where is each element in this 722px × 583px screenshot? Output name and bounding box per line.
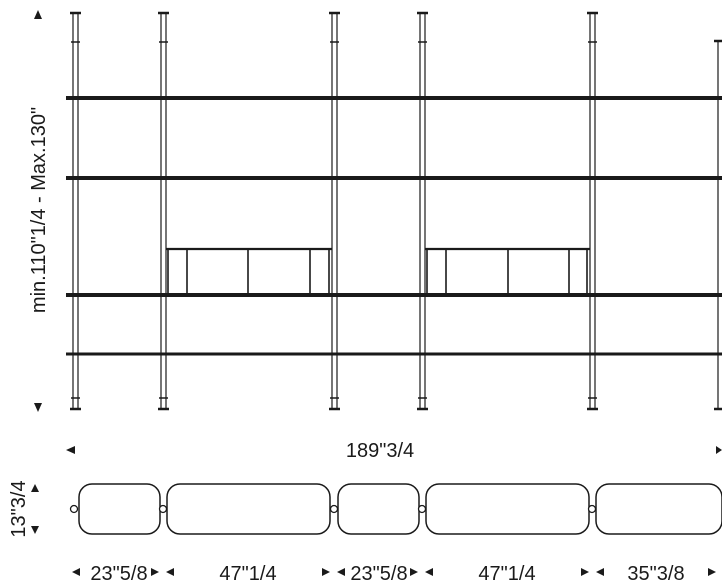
arrow-right-icon bbox=[708, 568, 716, 576]
drawer-unit bbox=[425, 247, 590, 295]
height-dimension: min.110"1/4 - Max.130" bbox=[28, 10, 50, 412]
height-dimension-label: min.110"1/4 - Max.130" bbox=[28, 107, 50, 313]
arrow-right-icon bbox=[410, 568, 418, 576]
arrow-down-icon bbox=[34, 403, 42, 412]
plan-bay bbox=[78, 483, 161, 535]
plan-bay bbox=[337, 483, 420, 535]
elevation-view bbox=[66, 11, 722, 411]
total-width-label: 189"3/4 bbox=[346, 440, 414, 462]
arrow-right-icon bbox=[151, 568, 159, 576]
pole bbox=[160, 12, 167, 410]
bay-width-label: 47"1/4 bbox=[219, 563, 276, 583]
pole bbox=[419, 12, 426, 410]
pole bbox=[72, 12, 79, 410]
plan-pole-circles bbox=[69, 504, 597, 514]
depth-dimension: 13"3/4 bbox=[8, 480, 39, 538]
plan-bay bbox=[425, 483, 590, 535]
bay-width-label: 23"5/8 bbox=[350, 563, 407, 583]
plan-bay bbox=[166, 483, 331, 535]
total-width-dimension: 189"3/4 bbox=[66, 440, 722, 462]
pole bbox=[331, 12, 338, 410]
arrow-down-icon bbox=[31, 526, 39, 534]
arrow-up-icon bbox=[31, 484, 39, 492]
arrow-left-icon bbox=[596, 568, 604, 576]
pole bbox=[589, 12, 596, 410]
arrow-right-icon bbox=[322, 568, 330, 576]
arrow-left-icon bbox=[66, 446, 75, 454]
arrow-up-icon bbox=[34, 10, 42, 19]
bay-width-label: 35"3/8 bbox=[627, 563, 684, 583]
arrow-left-icon bbox=[425, 568, 433, 576]
bay-width-label: 23"5/8 bbox=[90, 563, 147, 583]
plan-bay bbox=[595, 483, 722, 535]
pole-caps bbox=[70, 11, 722, 411]
bay-dimensions: 23"5/8 47"1/4 23"5/8 47"1/4 35"3/8 bbox=[72, 563, 716, 583]
arrow-left-icon bbox=[337, 568, 345, 576]
arrow-left-icon bbox=[166, 568, 174, 576]
pole-joints bbox=[71, 41, 597, 399]
drawer-unit bbox=[166, 247, 332, 295]
arrow-right-icon bbox=[716, 446, 722, 454]
plan-view bbox=[69, 483, 722, 535]
depth-label: 13"3/4 bbox=[8, 480, 30, 537]
bay-width-label: 47"1/4 bbox=[478, 563, 535, 583]
arrow-right-icon bbox=[581, 568, 589, 576]
arrow-left-icon bbox=[72, 568, 80, 576]
